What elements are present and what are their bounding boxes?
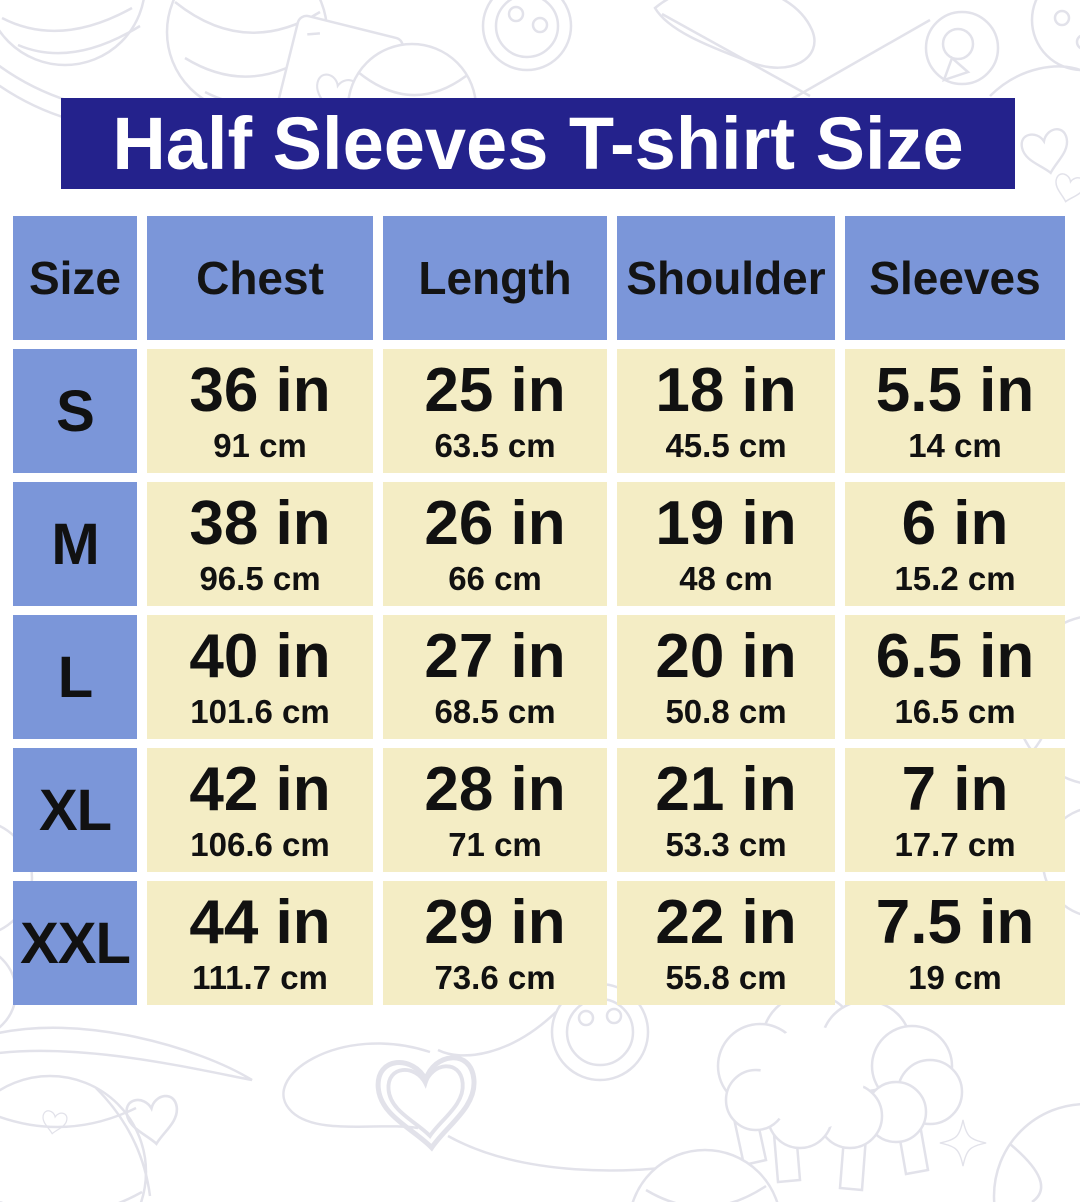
crochet-hook-icon [0, 1026, 253, 1082]
title-banner: Half Sleeves T-shirt Size [61, 98, 1015, 189]
heart-icon [125, 1094, 179, 1146]
header-cell-size: Size [13, 216, 137, 340]
size-chart-table: Size Chest Length Shoulder Sleeves S 36 … [13, 216, 1065, 1005]
button-icon [481, 0, 573, 72]
value-inches: 38 in [189, 489, 331, 558]
value-centimeters: 14 cm [908, 427, 1002, 464]
value-centimeters: 16.5 cm [894, 693, 1016, 730]
value-centimeters: 111.7 cm [192, 959, 328, 996]
value-centimeters: 50.8 cm [665, 693, 787, 730]
cell-xxl-length: 29 in 73.6 cm [383, 881, 607, 1005]
header-cell-length: Length [383, 216, 607, 340]
value-inches: 19 in [655, 489, 797, 558]
value-inches: 5.5 in [875, 356, 1035, 425]
value-inches: 44 in [189, 888, 331, 957]
value-centimeters: 66 cm [448, 560, 542, 597]
value-centimeters: 71 cm [448, 826, 542, 863]
cell-m-chest: 38 in 96.5 cm [147, 482, 373, 606]
cell-xl-length: 28 in 71 cm [383, 748, 607, 872]
value-centimeters: 15.2 cm [894, 560, 1016, 597]
value-inches: 18 in [655, 356, 797, 425]
value-inches: 42 in [189, 755, 331, 824]
sparkle-icon [939, 1119, 987, 1167]
cell-xxl-shoulder: 22 in 55.8 cm [617, 881, 835, 1005]
value-centimeters: 91 cm [213, 427, 307, 464]
value-centimeters: 96.5 cm [199, 560, 321, 597]
value-centimeters: 63.5 cm [434, 427, 556, 464]
value-centimeters: 106.6 cm [190, 826, 330, 863]
yarn-ball-icon [0, 1074, 152, 1202]
value-inches: 7.5 in [875, 888, 1035, 957]
value-centimeters: 101.6 cm [190, 693, 330, 730]
knitting-needle-icon [653, 0, 816, 98]
value-inches: 6.5 in [875, 622, 1035, 691]
value-inches: 21 in [655, 755, 797, 824]
size-cell-s: S [13, 349, 137, 473]
header-cell-shoulder: Shoulder [617, 216, 835, 340]
thread-heart-icon [282, 1011, 705, 1172]
safety-pin-icon [789, 10, 1000, 102]
cell-s-shoulder: 18 in 45.5 cm [617, 349, 835, 473]
cell-m-sleeves: 6 in 15.2 cm [845, 482, 1065, 606]
yarn-ball-icon [631, 1102, 1080, 1202]
value-centimeters: 68.5 cm [434, 693, 556, 730]
value-centimeters: 53.3 cm [665, 826, 787, 863]
value-inches: 36 in [189, 356, 331, 425]
value-inches: 27 in [424, 622, 566, 691]
value-inches: 40 in [189, 622, 331, 691]
value-inches: 22 in [655, 888, 797, 957]
cell-l-shoulder: 20 in 50.8 cm [617, 615, 835, 739]
value-centimeters: 19 cm [908, 959, 1002, 996]
size-cell-m: M [13, 482, 137, 606]
heart-icon [1020, 128, 1069, 175]
button-icon [1030, 0, 1080, 72]
cell-m-shoulder: 19 in 48 cm [617, 482, 835, 606]
cell-l-chest: 40 in 101.6 cm [147, 615, 373, 739]
value-inches: 29 in [424, 888, 566, 957]
cell-xl-chest: 42 in 106.6 cm [147, 748, 373, 872]
cell-xxl-chest: 44 in 111.7 cm [147, 881, 373, 1005]
value-inches: 26 in [424, 489, 566, 558]
value-inches: 25 in [424, 356, 566, 425]
size-cell-xl: XL [13, 748, 137, 872]
thread-icon [989, 65, 1080, 97]
page-title: Half Sleeves T-shirt Size [112, 101, 964, 185]
size-cell-l: L [13, 615, 137, 739]
value-centimeters: 55.8 cm [665, 959, 787, 996]
cell-s-sleeves: 5.5 in 14 cm [845, 349, 1065, 473]
value-centimeters: 48 cm [679, 560, 773, 597]
cell-xxl-sleeves: 7.5 in 19 cm [845, 881, 1065, 1005]
value-inches: 6 in [901, 489, 1009, 558]
cell-l-length: 27 in 68.5 cm [383, 615, 607, 739]
cell-m-length: 26 in 66 cm [383, 482, 607, 606]
value-inches: 20 in [655, 622, 797, 691]
header-cell-sleeves: Sleeves [845, 216, 1065, 340]
value-centimeters: 45.5 cm [665, 427, 787, 464]
cell-l-sleeves: 6.5 in 16.5 cm [845, 615, 1065, 739]
cell-xl-sleeves: 7 in 17.7 cm [845, 748, 1065, 872]
value-inches: 7 in [901, 755, 1009, 824]
heart-icon [42, 1110, 68, 1135]
header-cell-chest: Chest [147, 216, 373, 340]
size-cell-xxl: XXL [13, 881, 137, 1005]
cell-s-length: 25 in 63.5 cm [383, 349, 607, 473]
cell-s-chest: 36 in 91 cm [147, 349, 373, 473]
value-inches: 28 in [424, 755, 566, 824]
sheep-icon [716, 992, 964, 1192]
value-centimeters: 17.7 cm [894, 826, 1016, 863]
cell-xl-shoulder: 21 in 53.3 cm [617, 748, 835, 872]
value-centimeters: 73.6 cm [434, 959, 556, 996]
heart-icon [1055, 173, 1080, 203]
